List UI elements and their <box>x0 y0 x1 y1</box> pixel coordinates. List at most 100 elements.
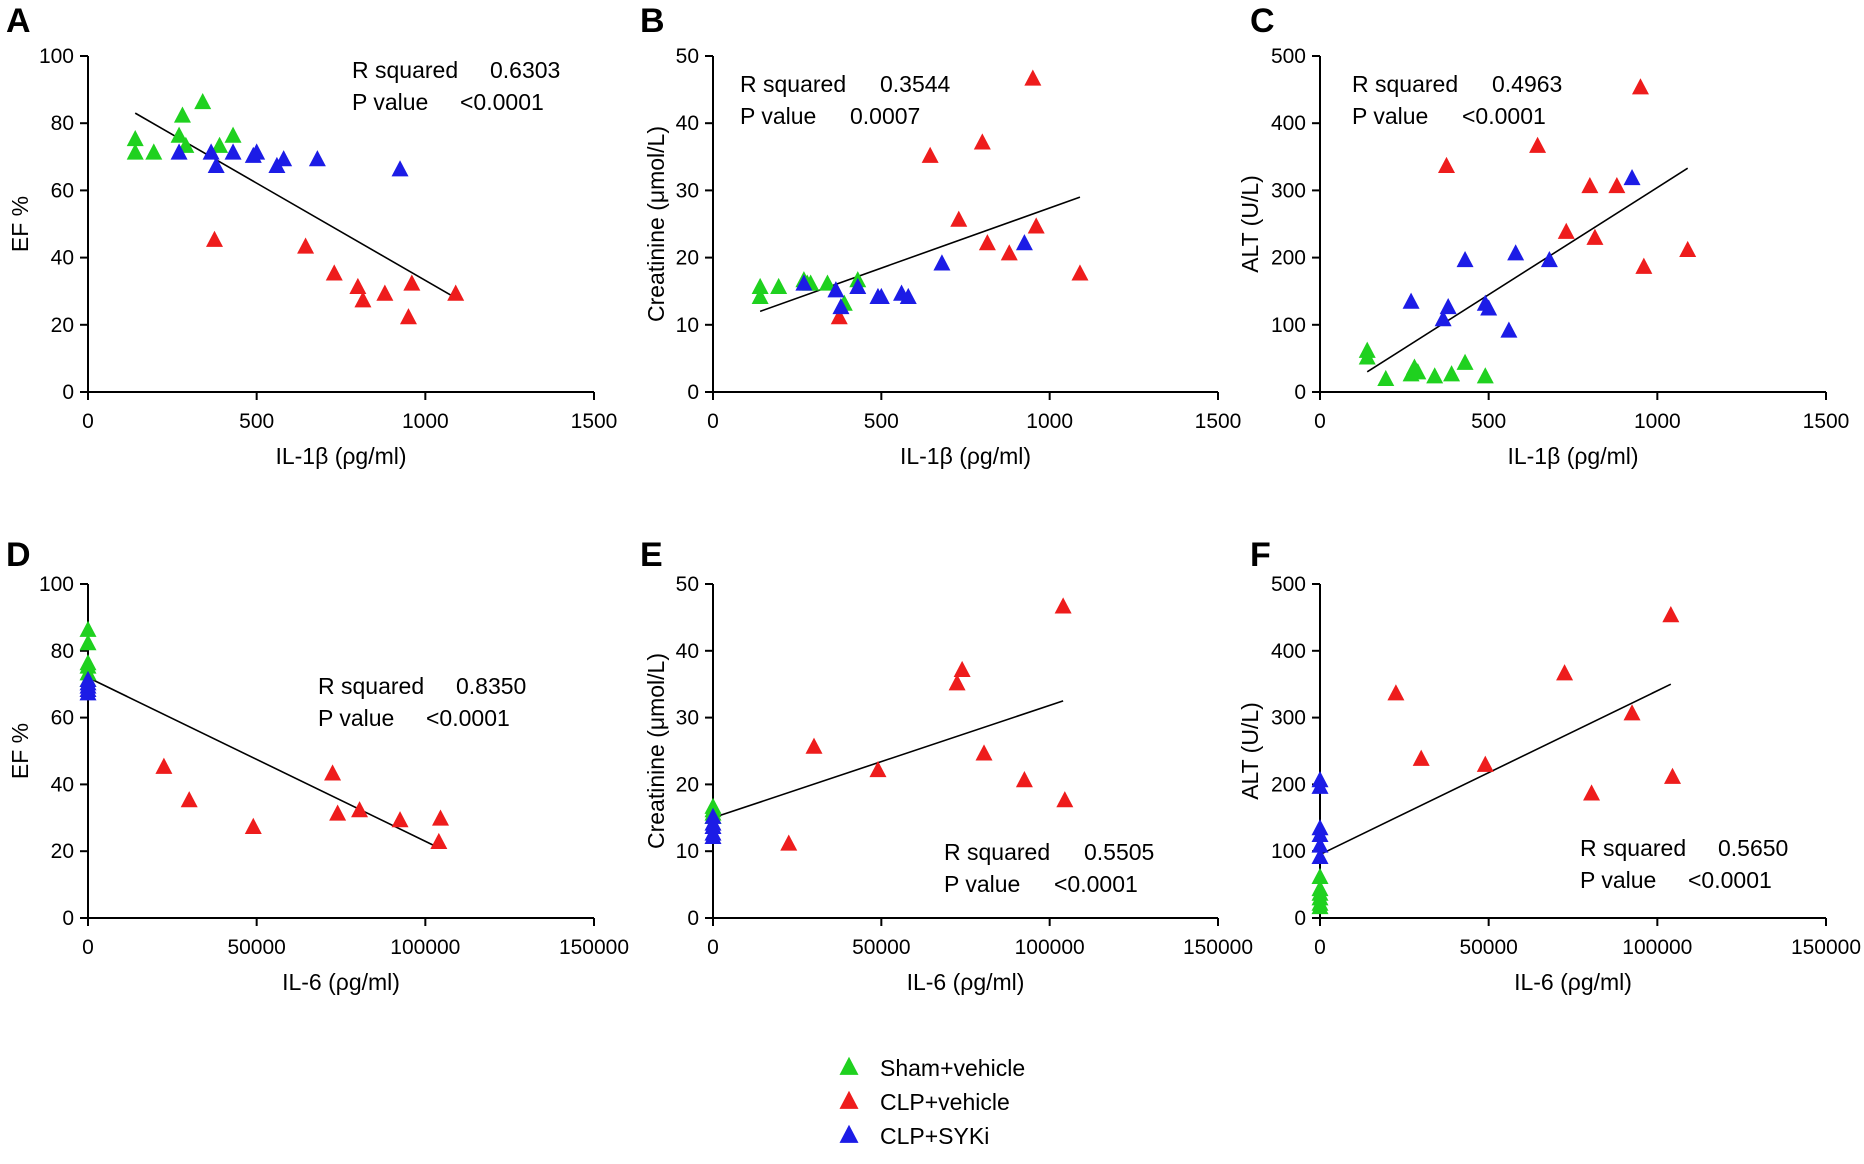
data-point-clp <box>403 274 421 291</box>
x-tick-label: 150000 <box>1183 936 1253 959</box>
r-squared-value: 0.5505 <box>1084 839 1154 865</box>
p-value-value: 0.0007 <box>850 103 920 129</box>
p-value-label: P value <box>740 103 816 129</box>
data-point-clp <box>869 761 887 778</box>
data-point-clp <box>1664 767 1682 784</box>
y-axis-title: Creatinine (μmol/L) <box>643 653 669 849</box>
y-tick-label: 500 <box>1271 573 1306 596</box>
y-tick-label: 20 <box>676 247 699 270</box>
data-point-clp <box>1024 69 1042 86</box>
y-tick-label: 100 <box>39 45 74 68</box>
data-point-sham <box>126 129 144 147</box>
y-tick-label: 100 <box>1271 314 1306 337</box>
data-point-sham <box>1358 348 1376 365</box>
x-axis-title: IL-1β (ρg/ml) <box>275 443 406 469</box>
data-point-sham <box>79 634 97 651</box>
data-point-syki <box>1480 299 1498 316</box>
r-squared-label: R squared <box>352 57 458 83</box>
y-tick-label: 100 <box>39 573 74 596</box>
y-tick-label: 60 <box>51 179 74 202</box>
legend-marker-sham <box>839 1056 859 1075</box>
legend-marker-syki <box>839 1124 859 1143</box>
legend-label-clp: CLP+vehicle <box>880 1089 1010 1115</box>
panel-letter: D <box>6 536 31 574</box>
data-point-sham <box>751 277 769 294</box>
data-point-clp <box>1000 244 1018 261</box>
x-axis-title: IL-6 (ρg/ml) <box>282 969 400 995</box>
x-tick-label: 50000 <box>227 936 285 959</box>
data-point-syki <box>849 277 867 294</box>
data-point-syki <box>933 254 951 271</box>
data-point-clp <box>1027 217 1045 234</box>
data-point-syki <box>202 143 220 160</box>
data-point-clp <box>1631 78 1649 95</box>
x-tick-label: 50000 <box>852 936 910 959</box>
data-point-clp <box>953 660 971 677</box>
data-point-syki <box>1623 168 1641 186</box>
y-tick-label: 40 <box>676 112 699 135</box>
data-point-syki <box>704 827 722 844</box>
data-point-syki <box>1311 825 1329 842</box>
y-axis-title: ALT (U/L) <box>1237 702 1263 800</box>
data-point-syki <box>391 160 409 177</box>
r-squared-label: R squared <box>318 673 424 699</box>
data-point-clp <box>973 133 991 150</box>
p-value-label: P value <box>318 705 394 731</box>
x-tick-label: 150000 <box>559 936 629 959</box>
data-point-sham <box>126 143 144 160</box>
data-point-syki <box>1500 321 1518 338</box>
panel-e: E 0 10 20 30 40 50 0 50000 100000 150000 IL-6 (ρg/m… <box>640 536 1253 995</box>
data-point-syki <box>832 297 850 315</box>
data-point-sham <box>1456 353 1474 370</box>
y-tick-label: 60 <box>51 707 74 730</box>
data-point-clp <box>1581 177 1599 194</box>
panel-f: F 0 100 200 300 400 500 0 50000 100000 150000 IL-6 … <box>1237 536 1861 995</box>
x-axis-title: IL-6 (ρg/ml) <box>907 969 1025 995</box>
legend-label-syki: CLP+SYKi <box>880 1123 989 1149</box>
data-point-syki <box>795 274 813 291</box>
r-squared-value: 0.3544 <box>880 71 951 97</box>
y-tick-label: 0 <box>62 381 74 404</box>
regression-line <box>1366 167 1689 373</box>
data-point-sham <box>173 106 191 123</box>
data-point-clp <box>1635 257 1653 274</box>
data-point-clp <box>1071 264 1089 281</box>
y-tick-label: 20 <box>51 314 74 337</box>
data-point-clp <box>805 737 823 754</box>
x-tick-label: 0 <box>82 410 94 433</box>
r-squared-value: 0.4963 <box>1492 71 1562 97</box>
data-point-syki <box>248 143 266 160</box>
data-point-sham <box>751 287 769 305</box>
data-point-syki <box>827 281 845 298</box>
data-point-sham <box>194 93 212 110</box>
data-point-syki <box>1402 292 1420 309</box>
regression-line <box>712 700 1064 819</box>
data-point-clp <box>1557 222 1575 239</box>
r-squared-label: R squared <box>944 839 1050 865</box>
data-point-clp <box>447 284 465 301</box>
legend: Sham+vehicle CLP+vehicle CLP+SYKi <box>839 1055 1025 1149</box>
p-value-value: <0.0001 <box>426 705 510 731</box>
data-point-sham <box>145 143 163 160</box>
data-point-clp <box>950 210 968 227</box>
data-point-clp <box>1476 755 1494 772</box>
data-point-clp <box>399 308 417 325</box>
x-tick-label: 100000 <box>1015 936 1085 959</box>
y-tick-label: 50 <box>676 45 699 68</box>
data-point-sham <box>1409 363 1427 380</box>
panel-letter: A <box>6 2 31 40</box>
data-point-clp <box>354 291 372 308</box>
y-tick-label: 500 <box>1271 45 1306 68</box>
legend-marker-clp <box>839 1090 859 1109</box>
data-point-clp <box>1529 136 1547 153</box>
x-tick-label: 150000 <box>1791 936 1861 959</box>
data-point-clp <box>1586 228 1604 245</box>
data-point-clp <box>1556 664 1574 681</box>
p-value-label: P value <box>1352 103 1428 129</box>
data-point-syki <box>1311 847 1329 865</box>
y-tick-label: 300 <box>1271 707 1306 730</box>
r-squared-value: 0.5650 <box>1718 835 1788 861</box>
